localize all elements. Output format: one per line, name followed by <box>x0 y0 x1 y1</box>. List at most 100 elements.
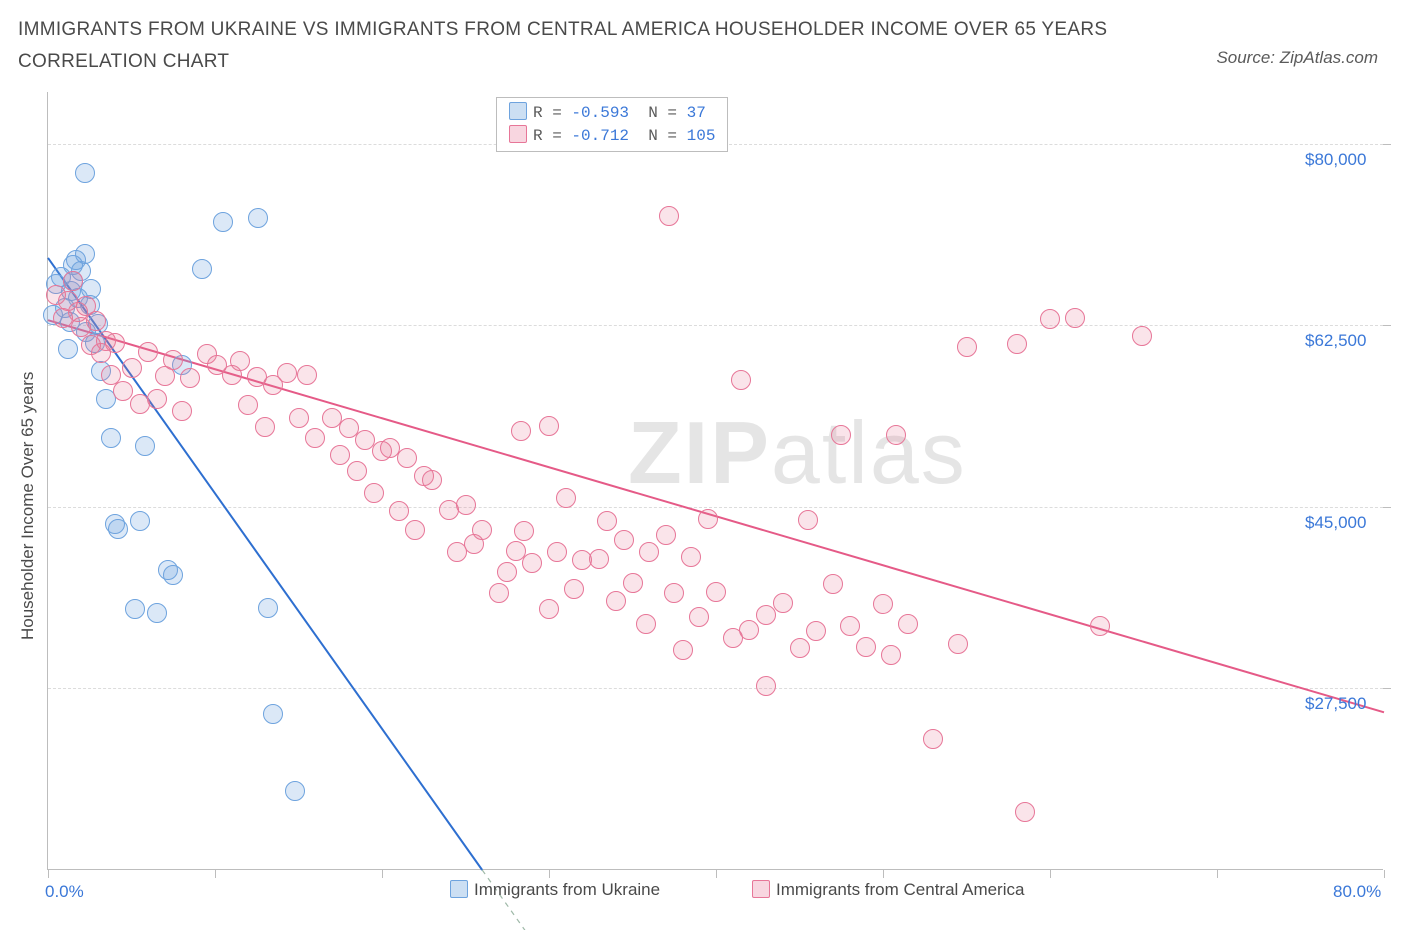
data-point-central_america <box>790 638 810 658</box>
data-point-central_america <box>948 634 968 654</box>
data-point-central_america <box>556 488 576 508</box>
data-point-central_america <box>623 573 643 593</box>
data-point-central_america <box>472 520 492 540</box>
data-point-central_america <box>277 363 297 383</box>
data-point-central_america <box>389 501 409 521</box>
data-point-central_america <box>664 583 684 603</box>
data-point-central_america <box>831 425 851 445</box>
data-point-central_america <box>798 510 818 530</box>
data-point-ukraine <box>108 519 128 539</box>
data-point-central_america <box>856 637 876 657</box>
data-point-central_america <box>614 530 634 550</box>
data-point-central_america <box>364 483 384 503</box>
data-point-central_america <box>589 549 609 569</box>
correlation-legend: R = -0.593 N = 37R = -0.712 N = 105 <box>496 97 728 152</box>
x-tick-label: 0.0% <box>45 882 84 902</box>
data-point-ukraine <box>135 436 155 456</box>
data-point-central_america <box>823 574 843 594</box>
data-point-ukraine <box>75 244 95 264</box>
data-point-central_america <box>1090 616 1110 636</box>
data-point-central_america <box>405 520 425 540</box>
data-point-ukraine <box>58 339 78 359</box>
data-point-ukraine <box>248 208 268 228</box>
data-point-central_america <box>397 448 417 468</box>
legend-row: R = -0.712 N = 105 <box>509 125 715 148</box>
data-point-central_america <box>606 591 626 611</box>
y-tick-label: $62,500 <box>1305 331 1366 351</box>
data-point-central_america <box>659 206 679 226</box>
data-point-central_america <box>639 542 659 562</box>
data-point-ukraine <box>147 603 167 623</box>
data-point-central_america <box>773 593 793 613</box>
data-point-central_america <box>539 599 559 619</box>
data-point-central_america <box>305 428 325 448</box>
data-point-ukraine <box>285 781 305 801</box>
data-point-central_america <box>63 271 83 291</box>
data-point-central_america <box>230 351 250 371</box>
data-point-central_america <box>886 425 906 445</box>
data-point-central_america <box>731 370 751 390</box>
data-point-central_america <box>673 640 693 660</box>
legend-row: R = -0.593 N = 37 <box>509 102 715 125</box>
data-point-central_america <box>422 470 442 490</box>
data-point-central_america <box>489 583 509 603</box>
y-tick-label: $27,500 <box>1305 694 1366 714</box>
data-point-ukraine <box>263 704 283 724</box>
data-point-central_america <box>739 620 759 640</box>
data-point-central_america <box>122 358 142 378</box>
data-point-central_america <box>1007 334 1027 354</box>
data-point-central_america <box>806 621 826 641</box>
data-point-central_america <box>923 729 943 749</box>
data-point-central_america <box>289 408 309 428</box>
data-point-central_america <box>105 333 125 353</box>
data-point-central_america <box>255 417 275 437</box>
data-point-ukraine <box>163 565 183 585</box>
data-point-central_america <box>456 495 476 515</box>
chart-title: IMMIGRANTS FROM UKRAINE VS IMMIGRANTS FR… <box>18 14 1138 79</box>
legend-item: Immigrants from Ukraine <box>450 880 660 900</box>
data-point-central_america <box>511 421 531 441</box>
data-point-central_america <box>147 389 167 409</box>
data-point-central_america <box>547 542 567 562</box>
y-tick-label: $80,000 <box>1305 150 1366 170</box>
data-point-central_america <box>597 511 617 531</box>
data-point-central_america <box>522 553 542 573</box>
data-point-central_america <box>698 509 718 529</box>
data-point-central_america <box>514 521 534 541</box>
data-point-ukraine <box>192 259 212 279</box>
data-point-ukraine <box>125 599 145 619</box>
data-point-central_america <box>1132 326 1152 346</box>
data-point-central_america <box>840 616 860 636</box>
y-axis-title: Householder Income Over 65 years <box>18 372 38 640</box>
data-point-central_america <box>539 416 559 436</box>
data-point-central_america <box>347 461 367 481</box>
data-point-central_america <box>138 342 158 362</box>
data-point-central_america <box>497 562 517 582</box>
data-point-ukraine <box>75 163 95 183</box>
data-point-central_america <box>1040 309 1060 329</box>
x-tick-label: 80.0% <box>1333 882 1381 902</box>
data-point-central_america <box>756 676 776 696</box>
data-point-central_america <box>706 582 726 602</box>
data-point-ukraine <box>258 598 278 618</box>
data-point-central_america <box>564 579 584 599</box>
data-point-central_america <box>636 614 656 634</box>
data-point-central_america <box>330 445 350 465</box>
data-point-ukraine <box>101 428 121 448</box>
data-point-central_america <box>1065 308 1085 328</box>
data-point-central_america <box>957 337 977 357</box>
data-point-central_america <box>86 311 106 331</box>
data-point-central_america <box>113 381 133 401</box>
data-point-central_america <box>873 594 893 614</box>
source-attribution: Source: ZipAtlas.com <box>1216 48 1378 68</box>
data-point-central_america <box>180 368 200 388</box>
data-point-central_america <box>172 401 192 421</box>
data-point-central_america <box>1015 802 1035 822</box>
data-point-ukraine <box>213 212 233 232</box>
data-point-central_america <box>898 614 918 634</box>
legend-item: Immigrants from Central America <box>752 880 1024 900</box>
data-point-ukraine <box>130 511 150 531</box>
data-point-central_america <box>689 607 709 627</box>
data-point-central_america <box>681 547 701 567</box>
y-tick-label: $45,000 <box>1305 513 1366 533</box>
